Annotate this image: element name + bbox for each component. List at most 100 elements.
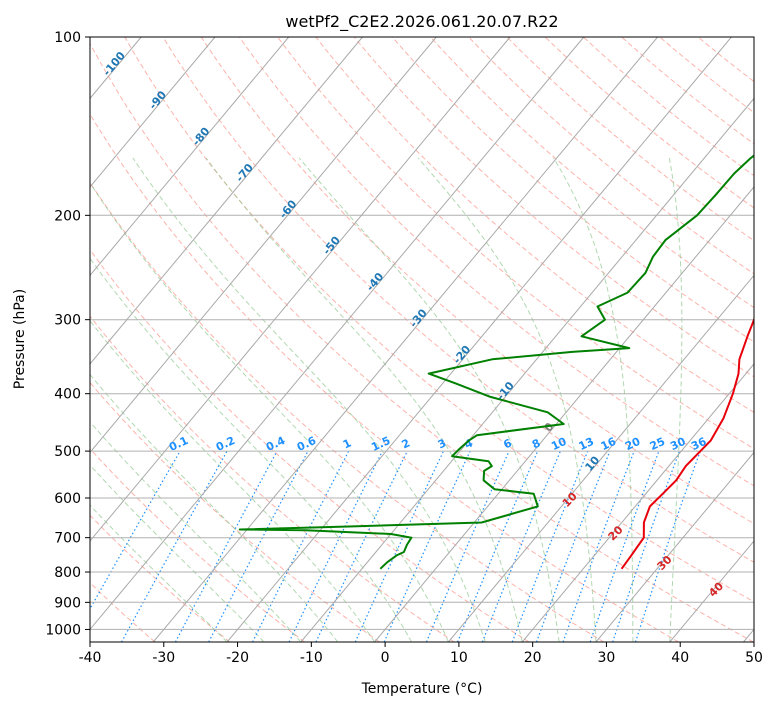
dry-adiabat-label: -70 xyxy=(233,161,256,185)
mixing-ratio-line xyxy=(174,450,278,642)
y-tick-label: 700 xyxy=(54,531,81,547)
isotherm-line xyxy=(300,97,754,642)
dry-adiabat xyxy=(162,37,754,563)
y-tick-label: 600 xyxy=(54,491,81,507)
moist-adiabat-label: 40 xyxy=(706,579,726,599)
mixing-ratio-line xyxy=(612,450,681,642)
profile-traces xyxy=(238,154,754,570)
moist-adiabat xyxy=(132,157,486,642)
isotherm-line xyxy=(0,37,67,642)
y-tick-label: 800 xyxy=(54,565,81,581)
isotherm-line xyxy=(669,540,754,642)
mixing-ratio-line xyxy=(425,450,510,642)
isotherm-line xyxy=(90,37,437,454)
moist-adiabat xyxy=(553,157,634,642)
dry-adiabat xyxy=(90,514,231,642)
dry-adiabat xyxy=(659,37,754,114)
mixing-ratio-label: 13 xyxy=(577,435,596,453)
x-axis-ticks: -40 -30 -20 -10 0 10 20 30 40 50 xyxy=(79,642,763,666)
isotherm-line xyxy=(152,37,658,642)
dry-adiabat xyxy=(238,37,754,487)
dry-adiabat-label: -50 xyxy=(320,234,343,258)
y-tick-label: 100 xyxy=(54,30,81,46)
moist-adiabat xyxy=(90,504,228,642)
dry-adiabat xyxy=(430,37,754,309)
mixing-ratio-label: 25 xyxy=(648,435,667,453)
dry-adiabat xyxy=(583,37,754,177)
dry-adiabat xyxy=(90,113,679,642)
isotherm-line xyxy=(743,628,754,642)
x-tick-label: 0 xyxy=(381,650,390,666)
y-tick-label: 300 xyxy=(54,313,81,329)
temperature-line xyxy=(620,317,754,570)
mixing-ratio-line xyxy=(208,450,309,642)
moist-adiabat xyxy=(90,182,449,642)
mixing-ratio-line xyxy=(315,450,408,642)
dry-adiabat xyxy=(90,447,305,642)
y-axis-title: Pressure (hPa) xyxy=(12,289,28,389)
dry-adiabat-label: 10 xyxy=(583,453,603,473)
moist-adiabat xyxy=(298,157,560,642)
moist-adiabat xyxy=(90,421,302,642)
x-tick-label: -40 xyxy=(79,650,102,666)
mixing-ratio-label: 3 xyxy=(436,436,448,451)
moist-adiabat-label: 30 xyxy=(655,553,675,573)
x-tick-label: 50 xyxy=(745,650,763,666)
dewpoint-line xyxy=(238,154,754,570)
dry-adiabat xyxy=(697,37,754,83)
mixing-ratio-label: 1 xyxy=(341,436,353,451)
isotherm-line xyxy=(90,37,290,277)
isotherm-line xyxy=(90,37,216,188)
mixing-ratio-line xyxy=(562,450,635,642)
y-tick-label: 900 xyxy=(54,595,81,611)
mixing-ratio-line xyxy=(252,450,350,642)
x-tick-label: -30 xyxy=(152,650,175,666)
x-tick-label: 40 xyxy=(671,650,689,666)
mixing-ratio-line xyxy=(634,450,701,642)
dry-adiabat xyxy=(544,37,754,209)
dry-adiabat xyxy=(124,37,754,603)
dry-adiabat xyxy=(90,249,530,642)
dry-adiabat-label: -90 xyxy=(146,88,169,112)
dry-adiabat-label: -40 xyxy=(364,270,387,294)
mixing-ratio-line xyxy=(589,450,660,642)
dry-adiabat xyxy=(90,315,455,642)
mixing-ratio-label: 10 xyxy=(549,435,569,453)
mixing-ratio-label: 20 xyxy=(623,435,643,453)
mixing-ratio-label: 2 xyxy=(400,436,412,451)
y-tick-label: 500 xyxy=(54,444,81,460)
moist-adiabat-label: 20 xyxy=(606,523,626,543)
mixing-ratio-line xyxy=(457,450,539,642)
isotherm-line xyxy=(595,451,754,642)
mixing-ratio-line xyxy=(354,450,445,642)
moist-adiabat xyxy=(90,464,265,642)
dry-adiabat xyxy=(468,37,754,275)
dry-adiabat xyxy=(90,381,380,642)
y-tick-label: 1000 xyxy=(45,622,81,638)
chart-title: wetPf2_C2E2.2026.061.20.07.R22 xyxy=(285,12,558,32)
x-axis-title: Temperature (°C) xyxy=(361,681,483,697)
dry-adiabat xyxy=(391,37,754,343)
mixing-ratio-line xyxy=(288,450,383,642)
x-tick-label: 20 xyxy=(524,650,542,666)
y-tick-label: 400 xyxy=(54,387,81,403)
x-tick-label: -20 xyxy=(226,650,249,666)
y-tick-label: 200 xyxy=(54,208,81,224)
mixing-ratio-label: 30 xyxy=(668,435,688,453)
y-axis-ticks: 100 200 300 400 500 600 700 800 900 1000 xyxy=(45,30,90,638)
mixing-ratio-label: 8 xyxy=(530,436,542,451)
plot-frame xyxy=(89,36,755,643)
x-tick-label: -10 xyxy=(300,650,323,666)
mixing-ratio-line xyxy=(535,450,611,642)
isotherm-line xyxy=(226,37,732,642)
mixing-ratio-label: 16 xyxy=(599,435,619,453)
isotherm-line xyxy=(448,274,754,642)
mixing-ratio-line xyxy=(511,450,589,642)
dry-adiabat xyxy=(621,37,754,145)
mixing-ratio-line xyxy=(90,450,181,611)
dry-adiabat xyxy=(90,181,605,642)
background-lines xyxy=(90,37,754,642)
dry-adiabat xyxy=(90,42,754,642)
dry-adiabat-label: -60 xyxy=(277,197,300,221)
